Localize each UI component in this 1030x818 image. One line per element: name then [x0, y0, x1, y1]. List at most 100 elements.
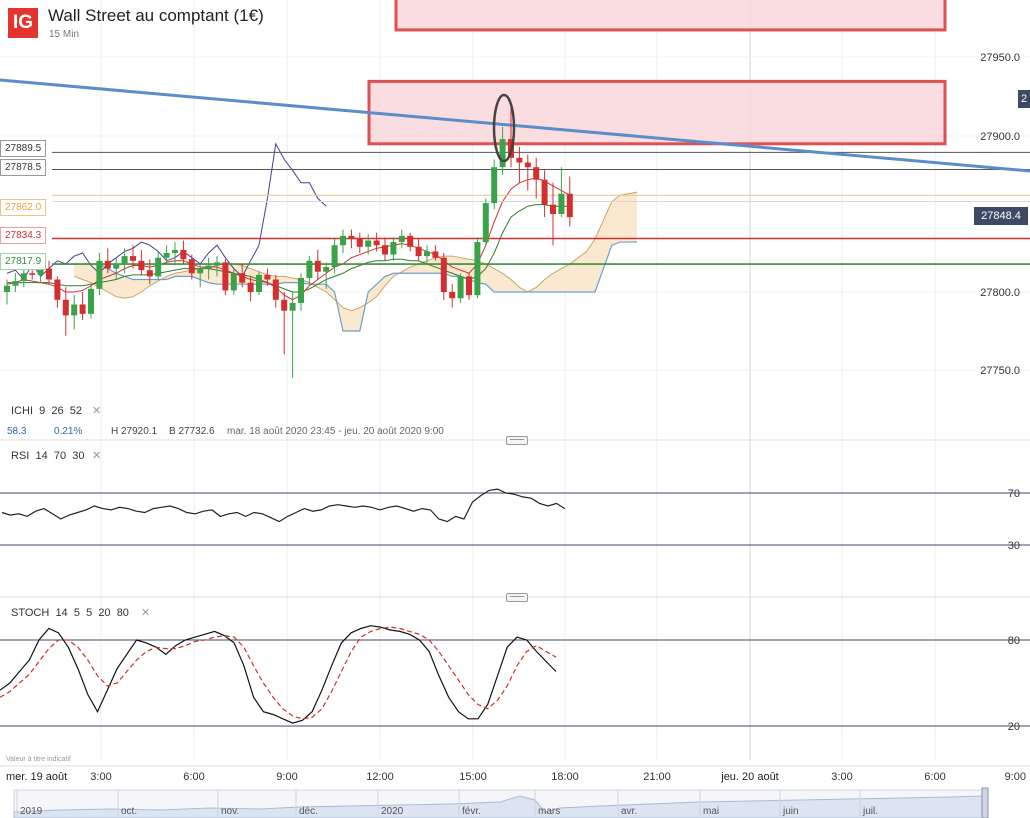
candle-down: [533, 167, 540, 180]
candle-down: [348, 235, 355, 239]
candle-down: [272, 279, 279, 300]
interval-label[interactable]: 15 Min: [49, 29, 80, 40]
stoch-k-line: [0, 625, 557, 724]
candle-up: [298, 277, 304, 303]
candle-up: [4, 285, 10, 292]
candle-up: [482, 203, 489, 243]
rsi-line: [1, 488, 566, 523]
level-tag-27817: 27817.9: [0, 253, 47, 270]
resistance-zone-lower[interactable]: [394, 0, 947, 32]
ichi-param: 52: [69, 405, 82, 417]
time-label: 3:00: [831, 771, 852, 783]
time-label: 21:00: [643, 771, 671, 783]
candle-up: [172, 249, 178, 253]
ichi-label: ICHI: [11, 405, 33, 417]
candle-down: [62, 299, 69, 316]
candle-down: [415, 246, 422, 257]
candle-down: [222, 262, 229, 291]
stoch-param: 14: [55, 607, 68, 619]
candle-up: [499, 139, 506, 168]
candle-down: [29, 273, 36, 275]
navigator-label: juin: [782, 806, 799, 817]
candlesticks: [4, 104, 573, 378]
candle-down: [146, 270, 153, 277]
stoch-label: STOCH: [11, 607, 50, 619]
highlight-ellipse[interactable]: [492, 93, 516, 163]
candle-up: [558, 193, 565, 214]
candle-down: [138, 260, 145, 271]
time-label: 15:00: [459, 771, 487, 783]
stoch-legend[interactable]: STOCH 14 5 5 20 80: [11, 607, 129, 619]
candle-down: [440, 257, 447, 292]
candle-up: [323, 267, 330, 272]
candle-down: [180, 249, 187, 260]
candle-up: [331, 245, 338, 268]
candle-up: [205, 265, 212, 269]
navigator-ticks: [16, 790, 861, 818]
candle-down: [188, 259, 195, 274]
navigator[interactable]: 2019 oct. nov. déc. 2020 févr. mars avr.…: [13, 787, 989, 818]
candle-down: [524, 162, 531, 168]
level-lines: [52, 151, 1030, 265]
candle-up: [457, 276, 464, 299]
navigator-handle-right[interactable]: [981, 787, 989, 818]
time-label: 6:00: [183, 771, 204, 783]
stat-change: 0.21%: [54, 426, 83, 437]
navigator-label: 2020: [381, 806, 404, 817]
senkou-a-line: [74, 191, 638, 312]
navigator-label: 2019: [20, 806, 43, 817]
candle-up: [155, 257, 162, 277]
stoch-d-line: [0, 626, 557, 720]
stoch-level-80-label: 80: [1008, 635, 1020, 647]
panel-resize-handle[interactable]: [506, 593, 528, 602]
rsi-param: 14: [35, 450, 48, 462]
panel-resize-handle[interactable]: [506, 436, 528, 445]
candle-down: [566, 193, 573, 218]
candle-down: [449, 292, 456, 299]
candle-up: [306, 260, 313, 278]
candle-up: [197, 268, 204, 274]
time-label: 3:00: [90, 771, 111, 783]
candle-up: [398, 235, 405, 243]
stoch-param: 80: [116, 607, 129, 619]
stoch-close-icon[interactable]: ✕: [141, 607, 151, 619]
stoch-level-20-label: 20: [1008, 721, 1020, 733]
navigator-label: mai: [703, 806, 719, 817]
candle-down: [550, 204, 556, 214]
candle-up: [96, 260, 103, 289]
time-axis: mer. 19 août 3:00 6:00 9:00 12:00 15:00 …: [6, 771, 1026, 783]
current-price-tag: 27848.4: [974, 207, 1028, 225]
price-label-27800: 27800.0: [980, 287, 1020, 299]
price-label-27950: 27950.0: [980, 52, 1020, 64]
rsi-close-icon[interactable]: ✕: [92, 450, 102, 462]
candle-up: [37, 268, 44, 275]
ichimoku-cloud: [74, 191, 638, 332]
candle-down: [79, 304, 86, 314]
candle-down: [54, 279, 61, 300]
candle-down: [356, 238, 363, 247]
navigator-label: févr.: [462, 806, 481, 817]
ichi-legend[interactable]: ICHI 9 26 52: [11, 405, 82, 417]
candle-down: [104, 260, 111, 269]
resistance-zone-upper[interactable]: [367, 79, 947, 146]
rsi-legend[interactable]: RSI 14 70 30: [11, 450, 84, 462]
stat-value: 58.3: [7, 426, 27, 437]
instrument-title: Wall Street au comptant (1€): [48, 6, 264, 25]
candle-up: [214, 262, 220, 266]
candle-down: [541, 179, 548, 205]
disclaimer: Valeur à titre indicatif: [6, 756, 71, 763]
candle-down: [281, 299, 288, 311]
stat-range: mar. 18 août 2020 23:45 - jeu. 20 août 2…: [227, 426, 444, 437]
rsi-param: 70: [53, 450, 67, 462]
stat-low: B 27732.6: [169, 426, 215, 437]
candle-down: [466, 276, 472, 296]
candle-up: [424, 251, 430, 257]
candle-up: [256, 274, 262, 292]
candle-down: [432, 251, 439, 258]
ichi-close-icon[interactable]: ✕: [92, 405, 102, 417]
candle-down: [407, 235, 414, 247]
candle-up: [365, 240, 372, 247]
rsi-level-70-label: 70: [1008, 488, 1020, 500]
navigator-label: avr.: [621, 806, 637, 817]
